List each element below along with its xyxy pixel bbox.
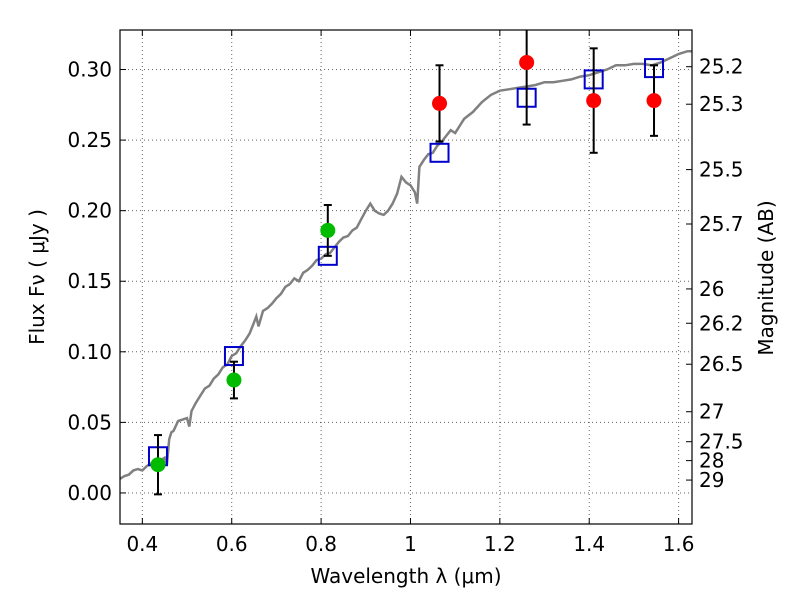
right-tick-label: 27.5 — [699, 430, 744, 454]
y-axis-label: Flux Fν ( μJy ) — [25, 209, 49, 345]
model-spectrum-line — [120, 49, 692, 480]
x-tick-label: 1 — [404, 532, 417, 556]
grid-lines — [120, 30, 692, 524]
plot-frame — [119, 29, 693, 525]
chart-series — [120, 30, 692, 496]
y-tick-label: 0.00 — [67, 481, 112, 505]
right-tick-label: 26 — [699, 277, 724, 301]
y-tick-label: 0.10 — [67, 340, 112, 364]
x-tick-label: 1.6 — [663, 532, 695, 556]
x-axis-label: Wavelength λ (μm) — [310, 564, 501, 588]
x-tick-label: 1.2 — [484, 532, 516, 556]
y-tick-label: 0.25 — [67, 128, 112, 152]
observed-flux-point — [646, 93, 662, 109]
observed-flux-point — [150, 457, 166, 473]
right-tick-label: 25.3 — [699, 92, 744, 116]
observed-flux-point — [586, 93, 602, 109]
observed-flux-point — [226, 372, 242, 388]
observed-flux-point — [432, 95, 448, 111]
observed-flux-point — [320, 222, 336, 238]
right-tick-label: 25.2 — [699, 55, 744, 79]
y-tick-label: 0.30 — [67, 58, 112, 82]
right-tick-label: 28 — [699, 449, 724, 473]
right-tick-label: 27 — [699, 400, 724, 424]
x-tick-label: 1.4 — [573, 532, 605, 556]
right-tick-label: 25.7 — [699, 212, 744, 236]
right-tick-label: 29 — [699, 468, 724, 492]
x-tick-label: 0.8 — [305, 532, 337, 556]
right-axis-label: Magnitude (AB) — [754, 200, 778, 355]
right-tick-label: 26.2 — [699, 311, 744, 335]
y-tick-label: 0.15 — [67, 269, 112, 293]
clipped-series — [120, 30, 692, 496]
model-photometry-square — [429, 142, 450, 163]
right-tick-label: 25.5 — [699, 158, 744, 182]
y-tick-label: 0.05 — [67, 410, 112, 434]
x-tick-label: 0.4 — [126, 532, 158, 556]
x-tick-label: 0.6 — [216, 532, 248, 556]
y-tick-label: 0.20 — [67, 199, 112, 223]
observed-flux-point — [519, 54, 535, 70]
axis-ticks: 0.4 0.6 0.8 1 1.2 1.4 1.6 0.00 0.05 0.10 0.15 0.20 0… — [67, 30, 744, 556]
right-tick-label: 26.5 — [699, 352, 744, 376]
